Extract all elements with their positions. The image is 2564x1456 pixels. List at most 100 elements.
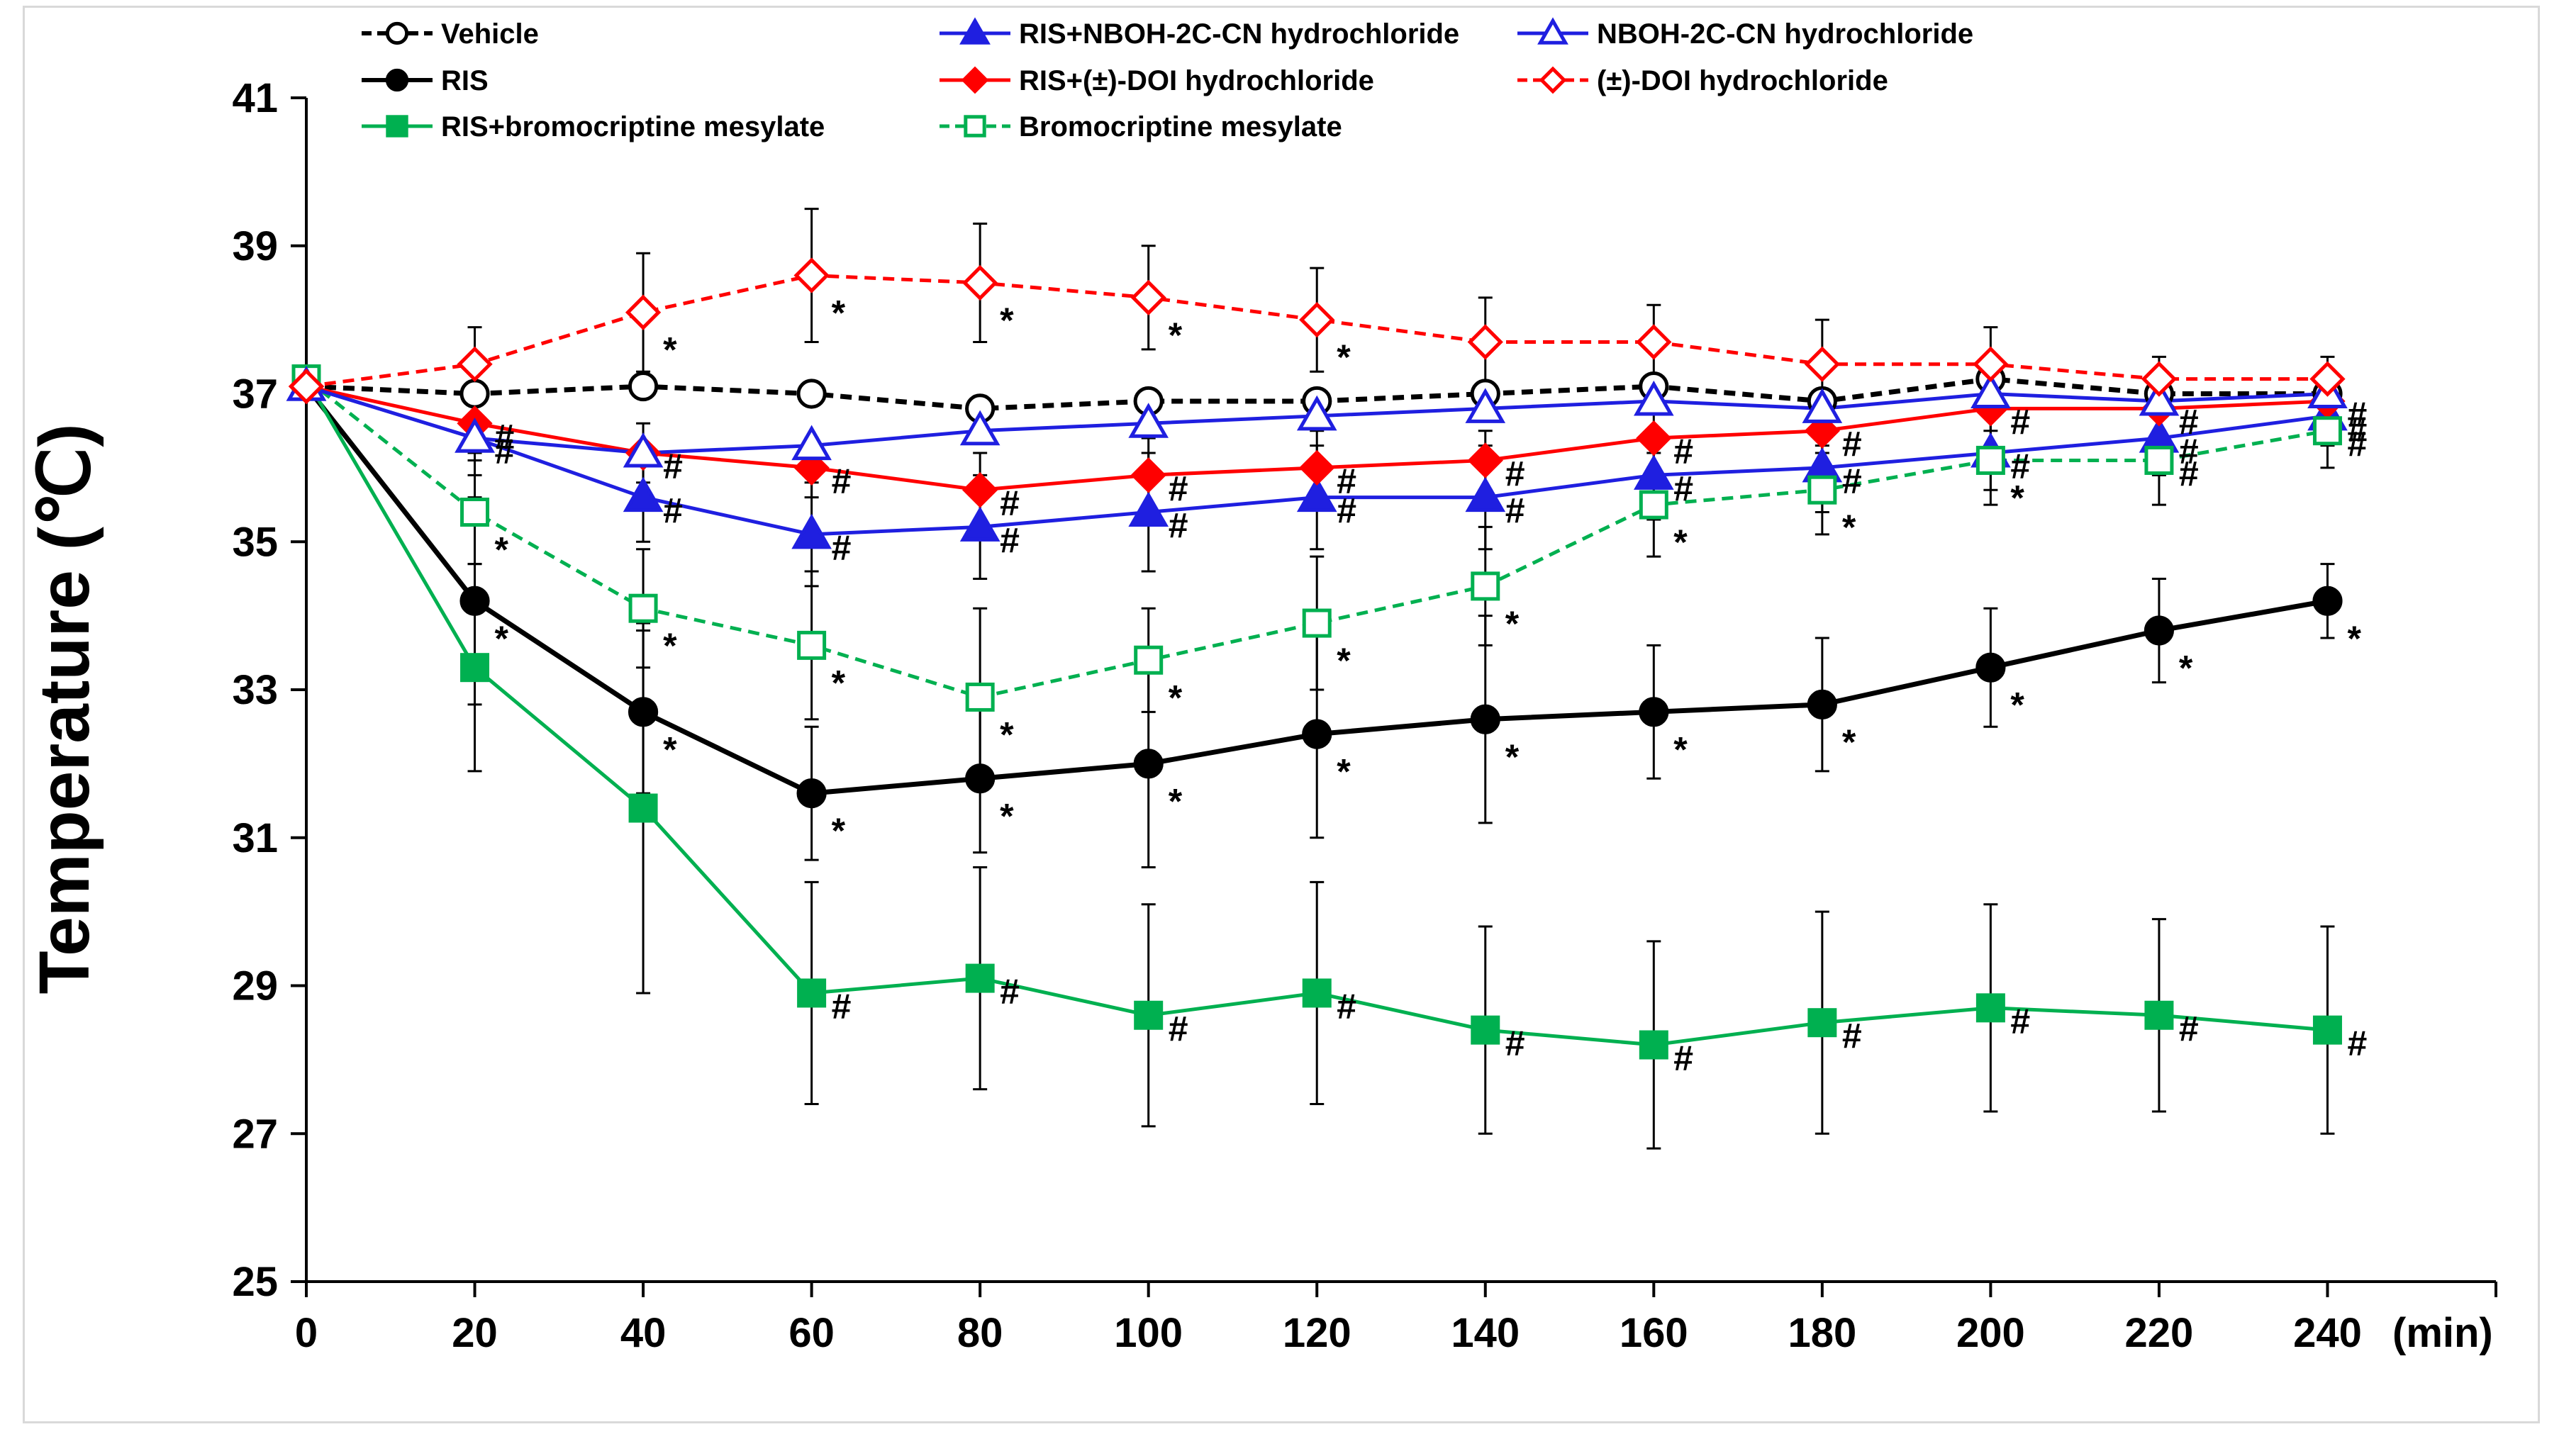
legend-marker-vehicle [385, 21, 409, 45]
significance-mark-ris-nboh-2c-cn-hydrochloride: # [495, 432, 515, 471]
x-tick-label: 60 [788, 1310, 835, 1356]
x-tick-label: 140 [1451, 1310, 1520, 1356]
significance-mark-ris-bromocriptine-mesylate: # [1169, 1009, 1188, 1048]
data-point-bromocriptine-mesylate [460, 498, 490, 527]
significance-mark-doi-hydrochloride: * [1000, 301, 1014, 340]
significance-mark-ris: * [1842, 722, 1856, 762]
axes: 25 27 29 31 33 35 37 39 41 0 20 40 60 80 100 120 140 160 1… [232, 75, 2497, 1356]
x-tick-label: 0 [295, 1310, 318, 1356]
data-point-ris [1975, 652, 2006, 683]
y-tick-label: 33 [232, 667, 278, 713]
significance-mark-ris-doi-hydrochloride: # [2010, 402, 2030, 442]
significance-mark-bromocriptine-mesylate: * [1505, 604, 1520, 644]
data-point-ris [796, 778, 827, 809]
data-point-doi-hydrochloride [457, 346, 493, 382]
significance-mark-ris-bromocriptine-mesylate: # [1337, 987, 1356, 1026]
significance-mark-ris: * [1673, 729, 1688, 769]
legend-marker-ris-doi-hydrochloride [961, 66, 989, 94]
data-point-ris-nboh-2c-cn-hydrochloride [1128, 491, 1169, 527]
data-point-ris-doi-hydrochloride [1467, 442, 1503, 478]
legend-marker-doi-hydrochloride [1539, 66, 1567, 94]
data-point-bromocriptine-mesylate [1639, 490, 1668, 520]
data-point-ris [628, 697, 659, 727]
data-point-ris-nboh-2c-cn-hydrochloride [1296, 476, 1337, 513]
data-point-ris-bromocriptine-mesylate [1639, 1030, 1668, 1060]
data-point-vehicle [459, 379, 490, 409]
data-point-ris [1302, 719, 1332, 749]
significance-mark-doi-hydrochloride: * [832, 293, 846, 333]
data-point-bromocriptine-mesylate [965, 682, 995, 712]
significance-mark-bromocriptine-mesylate: * [663, 626, 677, 666]
significance-mark-bromocriptine-mesylate: # [2347, 425, 2367, 464]
significance-mark-ris: * [1169, 781, 1183, 821]
data-point-nboh-2c-cn-hydrochloride [1971, 373, 2011, 408]
significance-mark-ris-nboh-2c-cn-hydrochloride: # [2179, 432, 2199, 471]
data-point-bromocriptine-mesylate [628, 593, 658, 623]
data-point-ris-bromocriptine-mesylate [965, 963, 995, 993]
data-point-ris-bromocriptine-mesylate [1975, 993, 2005, 1023]
data-point-doi-hydrochloride [793, 257, 830, 293]
significance-mark-bromocriptine-mesylate: * [1000, 715, 1014, 754]
data-point-ris-bromocriptine-mesylate [2312, 1015, 2342, 1045]
data-point-doi-hydrochloride [625, 294, 662, 330]
significance-annotations: *** * ** * * ****# #### ## # # #### # # # ## # # #### ## # #… [495, 293, 2368, 1079]
data-point-ris-bromocriptine-mesylate [1471, 1015, 1500, 1045]
significance-mark-ris-bromocriptine-mesylate: # [2179, 1009, 2199, 1048]
data-point-ris [459, 586, 490, 616]
significance-mark-ris-doi-hydrochloride: # [495, 417, 515, 457]
data-point-ris-doi-hydrochloride [1804, 413, 1840, 449]
data-point-nboh-2c-cn-hydrochloride [1128, 403, 1169, 438]
significance-mark-ris-doi-hydrochloride: # [1842, 425, 1862, 464]
significance-mark-ris-doi-hydrochloride: # [832, 461, 852, 501]
data-point-nboh-2c-cn-hydrochloride [1802, 388, 1843, 423]
y-tick-label: 27 [232, 1111, 278, 1157]
significance-mark-ris-doi-hydrochloride: # [1505, 454, 1525, 493]
y-tick-label: 31 [232, 815, 278, 861]
x-tick-label: 40 [620, 1310, 667, 1356]
significance-mark-ris-doi-hydrochloride: # [1337, 461, 1356, 501]
data-point-ris-doi-hydrochloride [1130, 457, 1166, 493]
x-tick-label: 100 [1114, 1310, 1183, 1356]
y-tick-label: 41 [232, 75, 278, 121]
data-point-nboh-2c-cn-hydrochloride [623, 432, 664, 468]
significance-mark-ris-nboh-2c-cn-hydrochloride: # [832, 528, 852, 568]
data-point-ris-nboh-2c-cn-hydrochloride [959, 506, 1000, 542]
x-tick-label: 180 [1788, 1310, 1856, 1356]
data-point-bromocriptine-mesylate [2144, 445, 2174, 475]
error-bars [467, 208, 2335, 1150]
legend-label-ris: RIS [441, 65, 489, 96]
x-tick-label: 20 [452, 1310, 498, 1356]
legend-marker-ris-bromocriptine-mesylate [386, 115, 408, 138]
data-point-nboh-2c-cn-hydrochloride [1633, 380, 1674, 416]
significance-mark-ris: * [2347, 619, 2361, 659]
chart-frame [23, 6, 2540, 1423]
significance-mark-ris-doi-hydrochloride: # [1169, 469, 1188, 508]
significance-mark-ris-nboh-2c-cn-hydrochloride: # [2010, 447, 2030, 486]
data-point-ris-doi-hydrochloride [793, 449, 830, 486]
data-point-doi-hydrochloride [1130, 279, 1166, 315]
data-point-vehicle [796, 379, 827, 409]
legend-label-ris-bromocriptine-mesylate: RIS+bromocriptine mesylate [441, 111, 825, 142]
significance-mark-ris-bromocriptine-mesylate: # [1505, 1024, 1525, 1063]
x-tick-label: 220 [2125, 1310, 2194, 1356]
data-point-ris-nboh-2c-cn-hydrochloride [1465, 476, 1506, 513]
significance-mark-bromocriptine-mesylate: # [2179, 454, 2199, 493]
significance-mark-ris-bromocriptine-mesylate: # [1673, 1038, 1693, 1078]
y-tick-label: 29 [232, 963, 278, 1009]
legend-marker-bromocriptine-mesylate [964, 115, 986, 138]
data-point-doi-hydrochloride [288, 368, 325, 405]
significance-mark-ris-nboh-2c-cn-hydrochloride: # [1169, 506, 1188, 546]
data-point-bromocriptine-mesylate [2312, 416, 2342, 446]
data-point-doi-hydrochloride [1973, 346, 2009, 382]
data-point-doi-hydrochloride [1804, 346, 1840, 382]
significance-mark-ris: * [663, 729, 677, 769]
data-point-bromocriptine-mesylate [1471, 571, 1500, 601]
data-point-ris-bromocriptine-mesylate [460, 653, 490, 683]
legend-marker-ris [385, 68, 409, 92]
data-point-bromocriptine-mesylate [1807, 475, 1837, 505]
significance-mark-ris: * [1000, 796, 1014, 836]
data-point-doi-hydrochloride [2141, 361, 2178, 397]
data-point-nboh-2c-cn-hydrochloride [455, 418, 495, 453]
data-point-nboh-2c-cn-hydrochloride [2139, 380, 2180, 416]
